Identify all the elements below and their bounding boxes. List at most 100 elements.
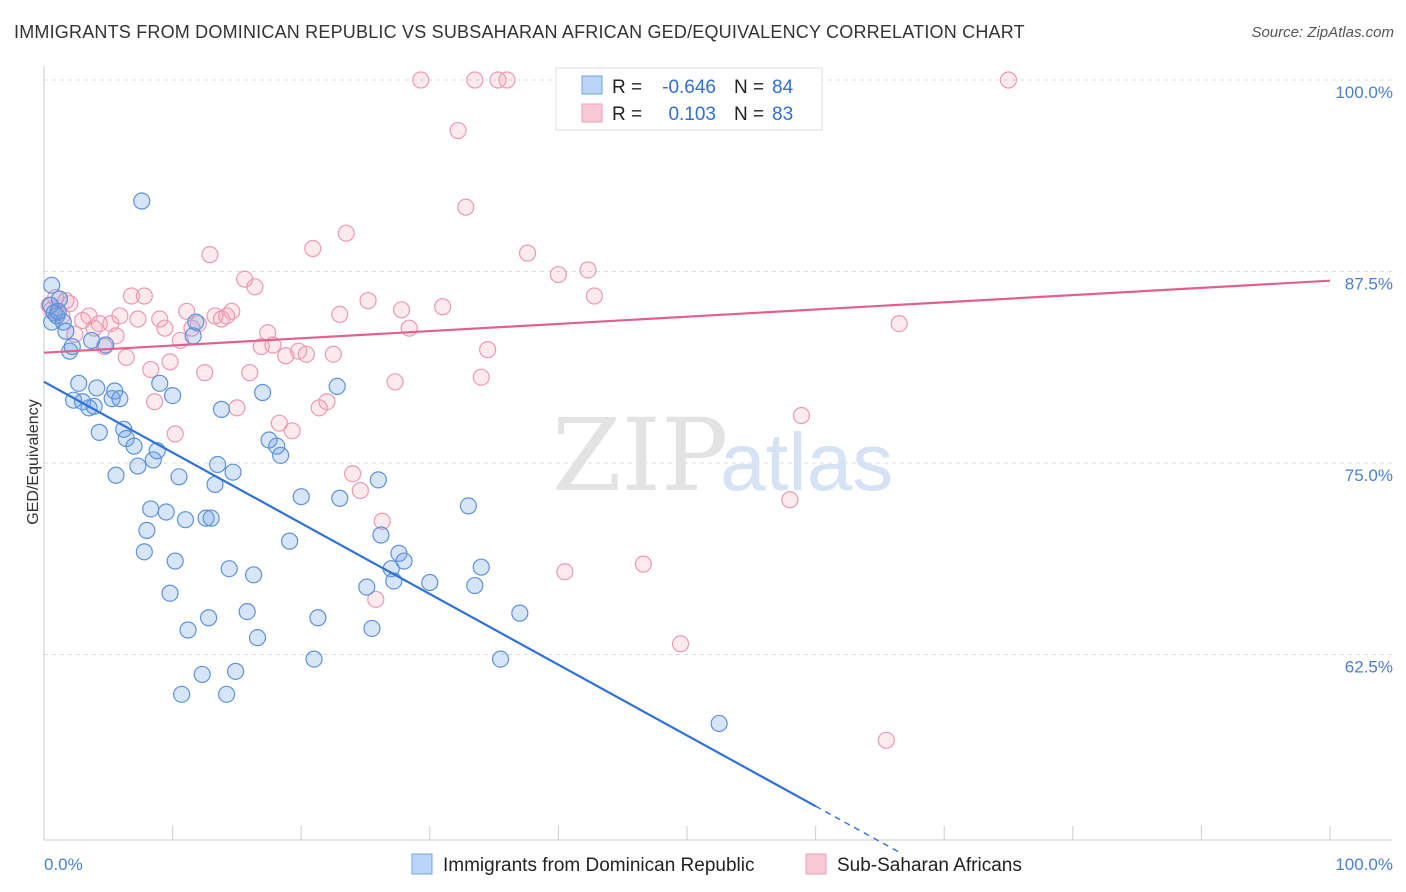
dominican-point [43, 276, 61, 294]
subsaharan-point [156, 319, 174, 337]
subsaharan-point [877, 731, 895, 749]
dominican-point [272, 446, 290, 464]
subsaharan-point [472, 368, 490, 386]
watermark-zip: ZIP [552, 397, 728, 514]
legend-n-value-2: 83 [772, 104, 793, 125]
dominican-point [200, 609, 218, 627]
subsaharan-point [270, 414, 288, 432]
dominican-point [133, 192, 151, 210]
dominican-point [268, 437, 286, 455]
legend-n-value-1: 84 [772, 77, 794, 98]
subsaharan-point [556, 563, 574, 581]
dominican-point [151, 374, 169, 392]
trend-line-subsaharan [43, 279, 1331, 354]
dominican-point [466, 576, 484, 595]
subsaharan-point [549, 265, 568, 284]
dominican-point [491, 650, 510, 668]
subsaharan-point [161, 353, 179, 371]
legend-swatch-subsaharan [805, 853, 827, 875]
x-tick-labels: 0.0% 100.0% [44, 855, 1393, 874]
dominican-point [129, 457, 147, 475]
dominican-point [197, 509, 215, 527]
subsaharan-point [367, 590, 385, 608]
dominican-point [90, 423, 108, 441]
subsaharan-point [781, 491, 799, 509]
x-tick-label-min: 0.0% [44, 855, 83, 874]
subsaharan-point [151, 310, 169, 328]
dominican-point [309, 609, 327, 627]
subsaharan-point [196, 364, 214, 382]
dominican-point [187, 313, 205, 331]
subsaharan-point [223, 302, 241, 320]
subsaharan-point [218, 307, 236, 325]
subsaharan-point [792, 406, 811, 425]
dominican-point [144, 451, 162, 469]
y-tick-labels: 62.5% 75.0% 87.5% 100.0% [1335, 83, 1393, 677]
legend-swatch-blue [581, 75, 603, 95]
axes [43, 66, 1392, 841]
dominican-point [459, 497, 477, 515]
dominican-point [421, 573, 439, 592]
x-tick-label-max: 100.0% [1335, 855, 1393, 874]
dominican-point [227, 662, 245, 680]
subsaharan-point [400, 319, 418, 337]
subsaharan-point [122, 287, 141, 305]
legend-label-dominican: Immigrants from Dominican Republic [443, 855, 755, 876]
y-axis-label: GED/Equivalency [25, 399, 42, 524]
gridlines [44, 79, 1392, 655]
dominican-point [88, 379, 106, 397]
subsaharan-point [634, 555, 652, 573]
subsaharan-point [489, 71, 507, 89]
y-tick-label: 75.0% [1345, 466, 1393, 485]
dominican-point [238, 603, 256, 621]
dominican-point [157, 503, 175, 521]
dominican-point [85, 397, 103, 415]
subsaharan-point [359, 292, 377, 310]
dominican-point [193, 665, 211, 684]
legend-r-label-1: R = [612, 77, 642, 98]
y-tick-label: 62.5% [1345, 658, 1393, 677]
legend-swatch-pink [581, 103, 603, 123]
subsaharan-point [318, 393, 336, 411]
legend-swatch-dominican [411, 853, 433, 875]
dominican-point [292, 488, 310, 506]
dominican-point [202, 509, 220, 527]
subsaharan-point [129, 310, 147, 328]
dominican-point [161, 584, 179, 602]
subsaharan-point [228, 399, 246, 417]
series-subsaharan-points [40, 71, 1018, 749]
dominican-point [248, 629, 267, 647]
dominican-point [179, 621, 197, 639]
subsaharan-point [498, 71, 516, 89]
dominican-point [331, 489, 349, 507]
subsaharan-point [412, 71, 430, 89]
source-label: Source: ZipAtlas.com [1251, 24, 1394, 41]
subsaharan-point [518, 244, 537, 262]
subsaharan-point [386, 373, 404, 391]
dominican-point [138, 521, 156, 540]
y-tick-label: 87.5% [1345, 275, 1393, 294]
series-dominican-points [41, 192, 728, 733]
subsaharan-point [304, 239, 322, 258]
dominican-point [224, 463, 242, 481]
dominican-point [57, 322, 75, 340]
dominican-point [710, 714, 728, 733]
subsaharan-point [585, 287, 604, 305]
dominican-point [372, 526, 390, 544]
subsaharan-point [283, 422, 301, 440]
subsaharan-point [337, 224, 355, 242]
subsaharan-point [246, 278, 264, 296]
dominican-point [218, 685, 236, 703]
subsaharan-point [890, 314, 908, 333]
subsaharan-point [579, 261, 597, 279]
subsaharan-point [135, 287, 153, 305]
subsaharan-point [145, 393, 164, 411]
subsaharan-point [201, 246, 219, 264]
dominican-point [49, 302, 67, 320]
subsaharan-point [277, 347, 295, 365]
subsaharan-point [457, 198, 475, 216]
dominican-point [70, 374, 88, 392]
subsaharan-point [373, 512, 391, 530]
dominican-point [135, 543, 153, 561]
